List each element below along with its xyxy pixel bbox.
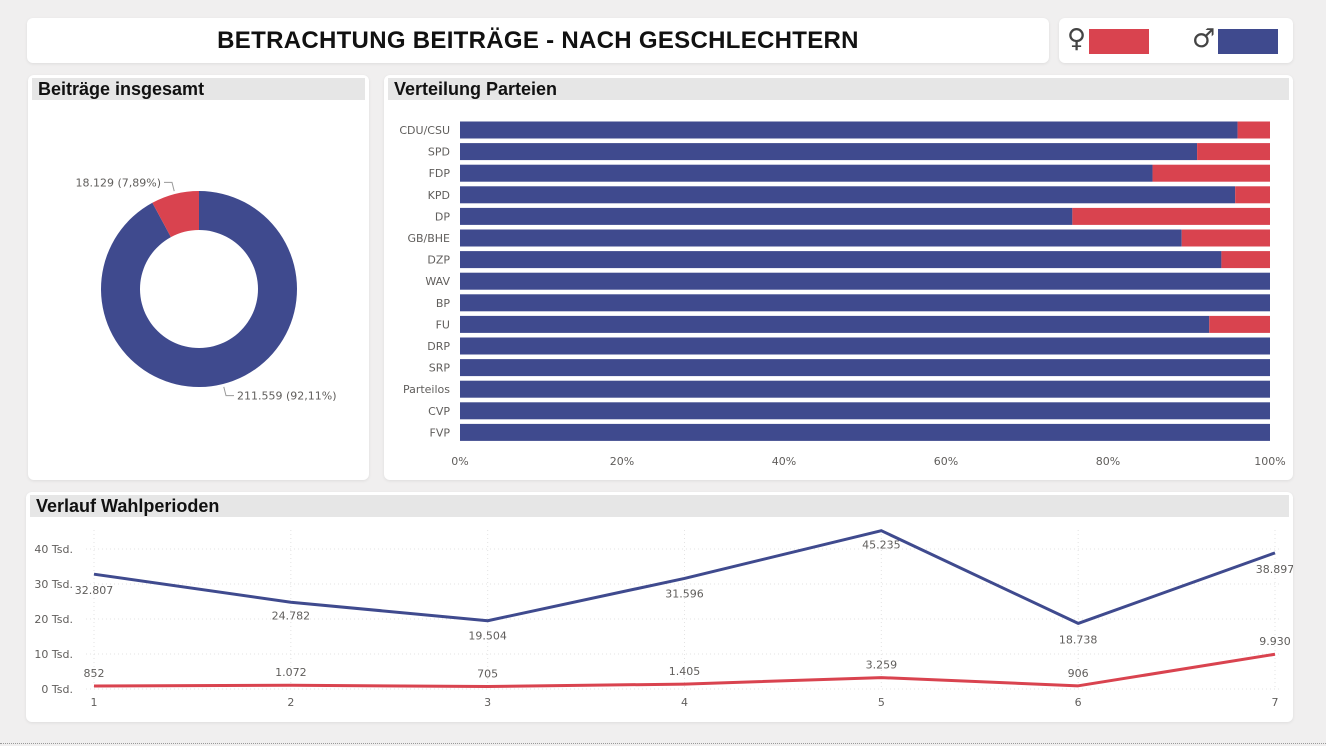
bar-category-label: FU <box>436 318 450 331</box>
page-divider <box>0 743 1326 744</box>
line-series-male <box>93 529 1276 625</box>
bar-category-label: CVP <box>428 405 450 418</box>
bar-category-label: FDP <box>429 167 451 180</box>
bar-category-label: GB/BHE <box>407 232 450 245</box>
bar-category-label: DP <box>435 210 450 223</box>
female-symbol-icon: ♀ <box>1067 24 1087 54</box>
bar-segment-male <box>460 423 1270 441</box>
bar-category-label: WAV <box>425 275 450 288</box>
male-data-label: 19.504 <box>468 630 507 643</box>
x-axis-tick-label: 80% <box>1096 455 1120 468</box>
bar-segment-male <box>460 229 1182 247</box>
line-panel: Verlauf Wahlperioden 0 Tsd. 10 Tsd. 20 Tsd… <box>26 492 1293 722</box>
donut-chart: 211.559 (92,11%) 18.129 (7,89%) <box>75 176 337 403</box>
bar-category-label: Parteilos <box>403 383 450 396</box>
female-data-label: 852 <box>84 667 105 680</box>
male-data-label: 18.738 <box>1059 633 1098 646</box>
y-axis-tick-label: 0 Tsd. <box>41 683 73 696</box>
x-axis-tick-label: 0% <box>451 455 468 468</box>
x-axis-tick-label: 1 <box>91 696 98 709</box>
bar-segment-male <box>460 359 1270 377</box>
x-axis-tick-label: 3 <box>484 696 491 709</box>
bar-segment-male <box>460 380 1270 398</box>
bar-segment-female <box>1209 315 1270 333</box>
bar-segment-male <box>460 272 1270 290</box>
x-axis-tick-label: 60% <box>934 455 958 468</box>
donut-slice <box>152 191 199 238</box>
bar-category-label: FVP <box>430 426 451 439</box>
line-series-female <box>93 652 1276 689</box>
donut-slice <box>101 191 297 387</box>
bar-segment-male <box>460 294 1270 312</box>
x-axis-tick-label: 5 <box>878 696 885 709</box>
bar-category-label: SRP <box>429 362 451 375</box>
line-chart: 0 Tsd. 10 Tsd. 20 Tsd. 30 Tsd. 40 Tsd. 1 2 3 4 5 6… <box>34 529 1293 709</box>
donut-leader-line <box>223 386 234 397</box>
female-data-label: 9.930 <box>1259 635 1291 648</box>
bar-segment-male <box>460 164 1153 182</box>
bar-segment-female <box>1221 251 1270 269</box>
x-axis-tick-label: 20% <box>610 455 634 468</box>
female-data-label: 705 <box>477 668 498 681</box>
male-data-label: 38.897 <box>1256 563 1293 576</box>
bar-category-label: DRP <box>427 340 450 353</box>
y-axis-tick-label: 30 Tsd. <box>34 578 73 591</box>
female-data-label: 906 <box>1068 667 1089 680</box>
bar-segment-female <box>1235 186 1270 204</box>
bar-segment-male <box>460 251 1222 269</box>
bar-category-label: DZP <box>427 254 450 267</box>
female-data-label: 3.259 <box>866 659 898 672</box>
male-data-label: 32.807 <box>75 584 114 597</box>
male-data-label: 31.596 <box>665 587 704 600</box>
donut-panel: Beiträge insgesamt 211.559 (92,11%) 18.12… <box>28 75 369 480</box>
x-axis-tick-label: 4 <box>681 696 688 709</box>
bar-segment-male <box>460 121 1238 139</box>
page-title: BETRACHTUNG BEITRÄGE - NACH GESCHLECHTER… <box>217 26 859 54</box>
x-axis-tick-label: 2 <box>287 696 294 709</box>
x-axis-tick-label: 7 <box>1272 696 1279 709</box>
x-axis-tick-label: 40% <box>772 455 796 468</box>
y-axis-tick-label: 40 Tsd. <box>34 543 73 556</box>
y-axis-tick-label: 20 Tsd. <box>34 613 73 626</box>
bar-segment-male <box>460 402 1270 420</box>
bar-category-label: BP <box>436 297 451 310</box>
male-data-label: 24.782 <box>272 609 311 622</box>
donut-panel-title: Beiträge insgesamt <box>32 78 365 100</box>
bar-segment-female <box>1197 143 1270 161</box>
bar-segment-female <box>1152 164 1270 182</box>
bar-segment-female <box>1181 229 1270 247</box>
bar-panel: Verteilung Parteien CDU/CSU SPD FDP KPD DP GB… <box>384 75 1293 480</box>
donut-data-label: 211.559 (92,11%) <box>237 390 337 403</box>
bar-category-label: CDU/CSU <box>399 124 450 137</box>
stacked-bar-chart: CDU/CSU SPD FDP KPD DP GB/BHE DZP WAV BP FU DRP SRP… <box>399 121 1286 468</box>
gender-legend: ♀ ♂ <box>1059 18 1293 63</box>
y-axis-tick-label: 10 Tsd. <box>34 648 73 661</box>
female-color-swatch <box>1089 29 1149 54</box>
bar-panel-title: Verteilung Parteien <box>388 78 1289 100</box>
bar-segment-male <box>460 143 1198 161</box>
x-axis-tick-label: 6 <box>1075 696 1082 709</box>
donut-data-label: 18.129 (7,89%) <box>75 176 161 189</box>
bar-segment-male <box>460 207 1073 225</box>
bar-category-label: KPD <box>428 189 450 202</box>
bar-segment-male <box>460 315 1210 333</box>
bar-segment-female <box>1072 207 1270 225</box>
donut-leader-line <box>164 181 175 192</box>
bar-category-label: SPD <box>428 146 450 159</box>
line-panel-title: Verlauf Wahlperioden <box>30 495 1289 517</box>
female-data-label: 1.405 <box>669 665 701 678</box>
bar-segment-female <box>1237 121 1270 139</box>
male-color-swatch <box>1218 29 1278 54</box>
male-data-label: 45.235 <box>862 539 901 552</box>
female-data-label: 1.072 <box>275 666 307 679</box>
x-axis-tick-label: 100% <box>1254 455 1285 468</box>
bar-segment-male <box>460 186 1236 204</box>
title-card: BETRACHTUNG BEITRÄGE - NACH GESCHLECHTER… <box>27 18 1049 63</box>
bar-segment-male <box>460 337 1270 355</box>
male-symbol-icon: ♂ <box>1192 24 1216 54</box>
